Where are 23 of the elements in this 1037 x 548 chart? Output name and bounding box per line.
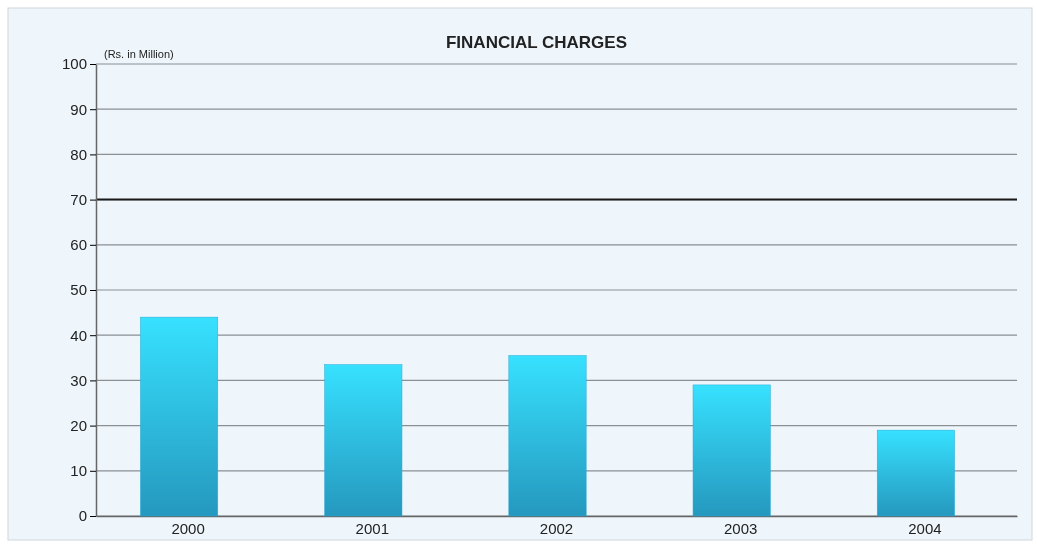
y-axis-title: (Rs. in Million) xyxy=(104,48,174,60)
y-tick-label: 70 xyxy=(70,190,87,208)
bar xyxy=(508,355,587,517)
y-tick-label: 100 xyxy=(61,55,87,73)
bar xyxy=(876,429,955,517)
x-tick-label: 2001 xyxy=(355,520,389,537)
x-tick-label: 2003 xyxy=(724,520,758,537)
x-tick-label: 2002 xyxy=(539,520,574,537)
y-tick-label: 10 xyxy=(70,462,87,480)
y-tick-label: 20 xyxy=(70,416,87,434)
bar xyxy=(324,364,403,517)
y-tick-label: 40 xyxy=(70,326,87,344)
x-tick-label: 2000 xyxy=(171,520,205,537)
chart-title: FINANCIAL CHARGES xyxy=(445,33,628,52)
x-tick-label: 2004 xyxy=(908,520,942,537)
bar xyxy=(692,384,771,517)
bar xyxy=(140,316,219,517)
y-tick-label: 80 xyxy=(70,145,87,163)
y-tick-label: 0 xyxy=(78,507,87,525)
y-tick-label: 50 xyxy=(70,281,87,299)
y-tick-label: 60 xyxy=(70,236,87,254)
y-tick-label: 30 xyxy=(70,371,87,389)
y-tick-label: 90 xyxy=(70,100,87,118)
